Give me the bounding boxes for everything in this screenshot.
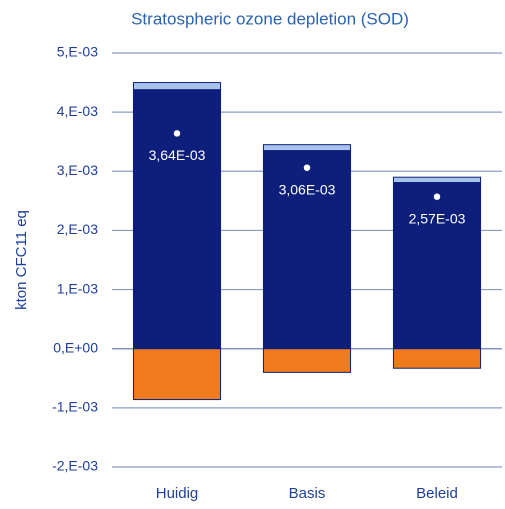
bar-segment xyxy=(262,144,352,152)
bar-segment xyxy=(392,348,482,369)
y-tick-label: 3,E-03 xyxy=(57,162,98,178)
net-value-label: 2,57E-03 xyxy=(409,210,466,226)
net-value-label: 3,64E-03 xyxy=(149,147,206,163)
y-tick-label: -1,E-03 xyxy=(52,399,98,415)
y-axis-label: kton CFC11 eq xyxy=(13,210,30,310)
x-tick-label: Huidig xyxy=(156,485,199,502)
y-tick-label: 2,E-03 xyxy=(57,221,98,237)
bar-segment xyxy=(132,82,222,91)
bar-segment xyxy=(132,89,222,350)
net-value-label: 3,06E-03 xyxy=(279,181,336,197)
bar-segment xyxy=(262,348,352,373)
y-tick-label: 4,E-03 xyxy=(57,103,98,119)
x-tick-label: Beleid xyxy=(416,485,458,502)
bar-segment xyxy=(132,348,222,401)
y-tick-label: 1,E-03 xyxy=(57,280,98,296)
bar-segment xyxy=(392,176,482,184)
x-tick-label: Basis xyxy=(289,485,326,502)
y-tick-label: 0,E+00 xyxy=(53,339,98,355)
bar-segment xyxy=(262,150,352,350)
y-tick-label: 5,E-03 xyxy=(57,44,98,60)
y-tick-label: -2,E-03 xyxy=(52,458,98,474)
bar-segment xyxy=(392,182,482,350)
net-marker xyxy=(173,129,181,138)
net-marker xyxy=(303,163,311,172)
chart-title: Stratospheric ozone depletion (SOD) xyxy=(131,9,409,28)
net-marker xyxy=(433,192,441,201)
